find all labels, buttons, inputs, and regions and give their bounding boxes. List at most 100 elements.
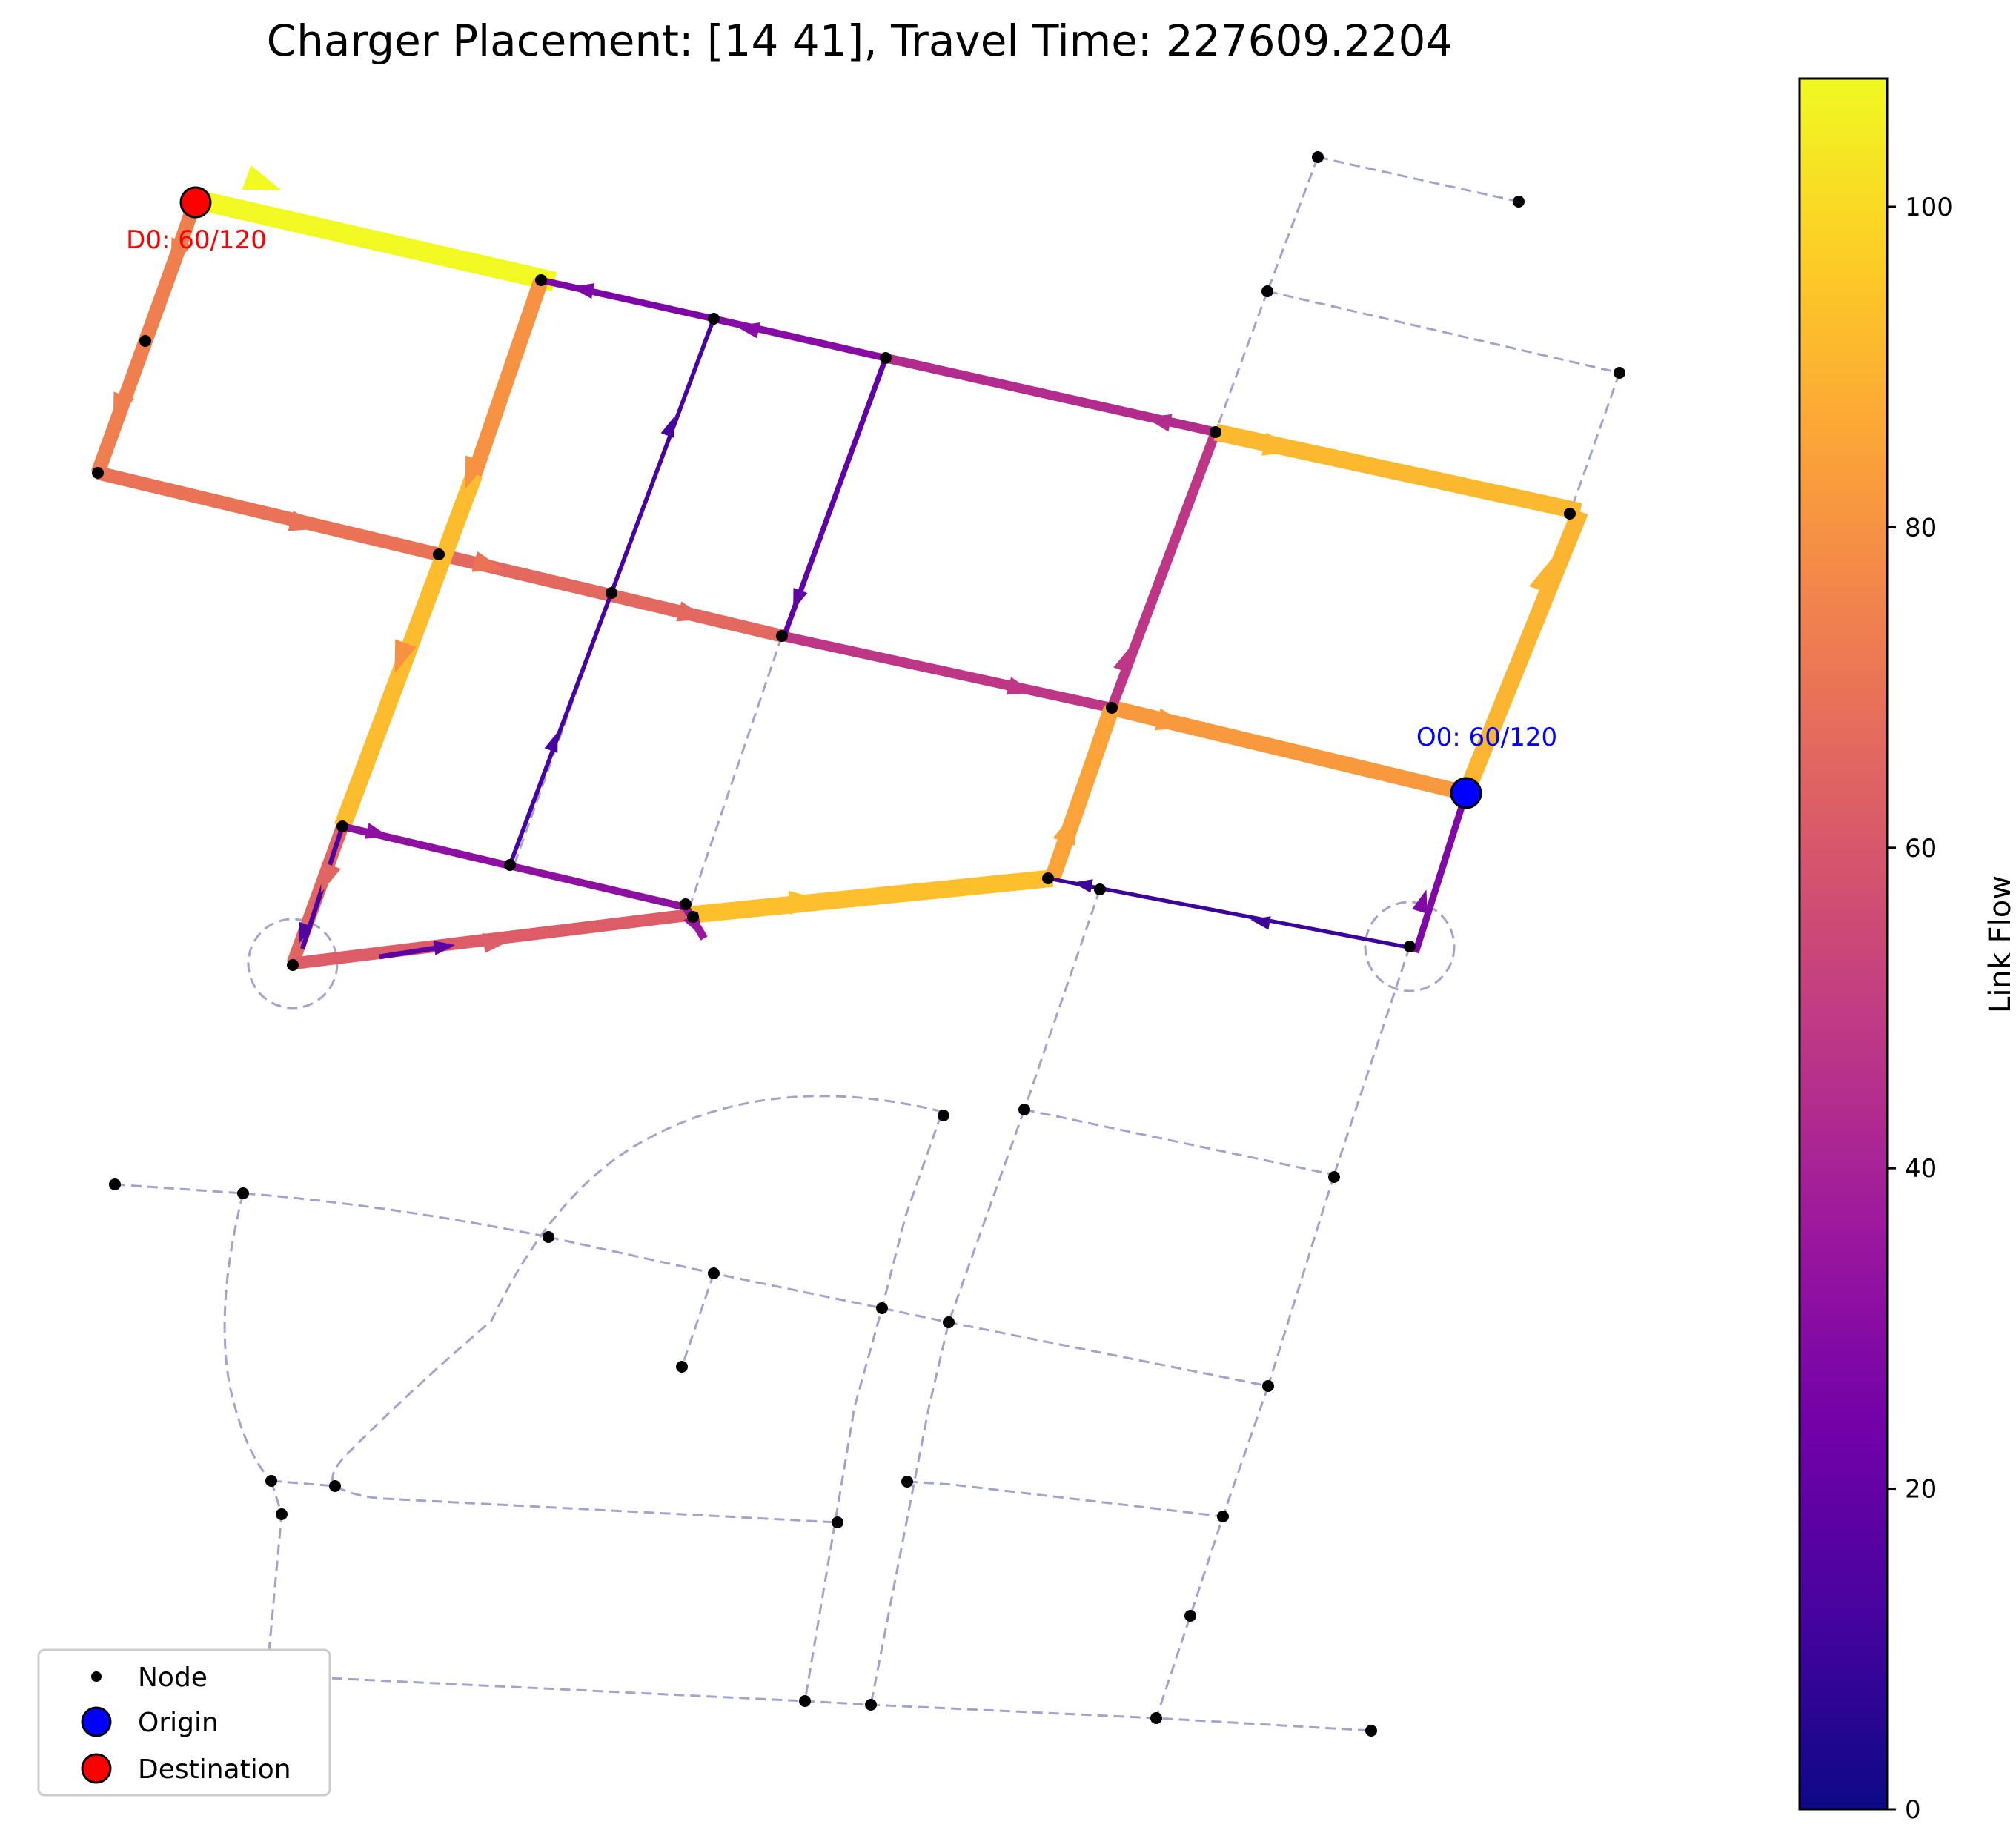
- node: [265, 1475, 277, 1487]
- node: [1365, 1725, 1377, 1737]
- node: [708, 313, 720, 325]
- flow-links: [90, 189, 1588, 970]
- node: [1210, 426, 1221, 438]
- flow-link: [712, 315, 887, 362]
- flow-arrow: [483, 932, 513, 953]
- colorbar-label: Link Flow: [1983, 875, 2016, 1013]
- node: [109, 1178, 121, 1190]
- node: [880, 352, 892, 364]
- origin-label: O0: 60/120: [1416, 723, 1557, 752]
- node: [680, 898, 692, 910]
- flow-link: [1458, 508, 1588, 797]
- colorbar-tick-label: 0: [1905, 1795, 1921, 1825]
- node: [1217, 1511, 1229, 1522]
- flow-link: [1412, 792, 1470, 954]
- flow-link: [193, 189, 557, 292]
- flow-arrow: [1250, 916, 1271, 930]
- node: [1261, 285, 1273, 297]
- destination-label: D0: 60/120: [126, 225, 267, 255]
- node: [1184, 1610, 1196, 1622]
- node: [92, 467, 104, 479]
- flow-arrow: [660, 417, 674, 438]
- flow-arrow: [465, 455, 487, 490]
- node: [1042, 872, 1054, 884]
- colorbar: [1798, 77, 1889, 1811]
- flow-link: [90, 253, 184, 476]
- node: [1614, 367, 1625, 379]
- flow-arrow: [735, 322, 760, 339]
- flow-link: [1047, 876, 1413, 950]
- colorbar-ticks: 0 20 40 60 80 100: [1887, 193, 1953, 1825]
- node: [676, 1361, 688, 1373]
- colorbar-tick-label: 20: [1905, 1475, 1937, 1505]
- flow-arrow: [1052, 811, 1075, 846]
- node: [329, 1480, 341, 1492]
- node: [1106, 702, 1118, 714]
- node: [287, 959, 299, 971]
- node: [943, 1316, 955, 1328]
- plot-title: Charger Placement: [14 41], Travel Time:…: [267, 16, 1453, 66]
- legend-destination-label: Destination: [138, 1754, 291, 1785]
- node: [901, 1476, 913, 1488]
- flow-arrow: [544, 732, 558, 753]
- flow-link: [540, 276, 714, 322]
- flow-link: [467, 277, 548, 477]
- legend-origin-label: Origin: [138, 1708, 219, 1738]
- node: [1150, 1712, 1162, 1724]
- node: [535, 274, 547, 286]
- node: [1094, 883, 1106, 895]
- node: [708, 1267, 720, 1279]
- flow-arrow: [570, 283, 594, 299]
- node: [1404, 941, 1416, 952]
- flow-arrow: [1261, 432, 1298, 456]
- flow-arrows: [113, 165, 1552, 955]
- flow-arrow: [433, 941, 456, 955]
- node: [237, 1187, 249, 1199]
- flow-arrow: [1113, 646, 1132, 674]
- flow-arrow: [793, 588, 808, 611]
- node: [276, 1508, 288, 1520]
- colorbar-tick-label: 60: [1905, 834, 1937, 863]
- flow-arrow: [1072, 879, 1093, 893]
- flow-arrow: [364, 823, 390, 839]
- flow-arrow: [1412, 889, 1428, 914]
- origin-marker: [1450, 777, 1482, 809]
- legend-destination-marker: [81, 1753, 112, 1784]
- node: [1513, 196, 1525, 208]
- flow-arrow: [113, 391, 134, 425]
- flow-link: [684, 869, 1054, 924]
- node: [433, 548, 445, 560]
- flow-arrow: [1145, 414, 1173, 432]
- node: [504, 859, 516, 871]
- node: [776, 630, 788, 642]
- colorbar-tick-label: 100: [1905, 193, 1953, 222]
- node: [336, 820, 348, 832]
- node: [799, 1695, 811, 1707]
- flow-arrow: [299, 921, 313, 944]
- legend: Node Origin Destination: [37, 1648, 331, 1797]
- node: [1018, 1104, 1030, 1115]
- flow-link: [96, 466, 441, 561]
- flow-arrow: [170, 237, 192, 271]
- flow-arrow: [242, 165, 282, 190]
- flow-arrow: [1006, 677, 1035, 695]
- node: [938, 1110, 949, 1121]
- node: [606, 587, 617, 599]
- node: [832, 1516, 843, 1528]
- destination-marker: [179, 186, 212, 219]
- node: [687, 911, 699, 923]
- flow-arrow: [288, 510, 320, 531]
- flow-arrow: [1154, 708, 1190, 731]
- legend-node-label: Node: [138, 1662, 208, 1693]
- flow-link: [1044, 705, 1120, 881]
- node: [1328, 1171, 1340, 1183]
- node: [865, 1699, 877, 1711]
- legend-origin-marker: [81, 1706, 112, 1737]
- legend-box: [37, 1648, 331, 1797]
- node: [139, 335, 151, 347]
- node: [1262, 1380, 1274, 1392]
- flow-arrow: [676, 601, 708, 622]
- node: [1564, 508, 1576, 520]
- node: [543, 1231, 554, 1243]
